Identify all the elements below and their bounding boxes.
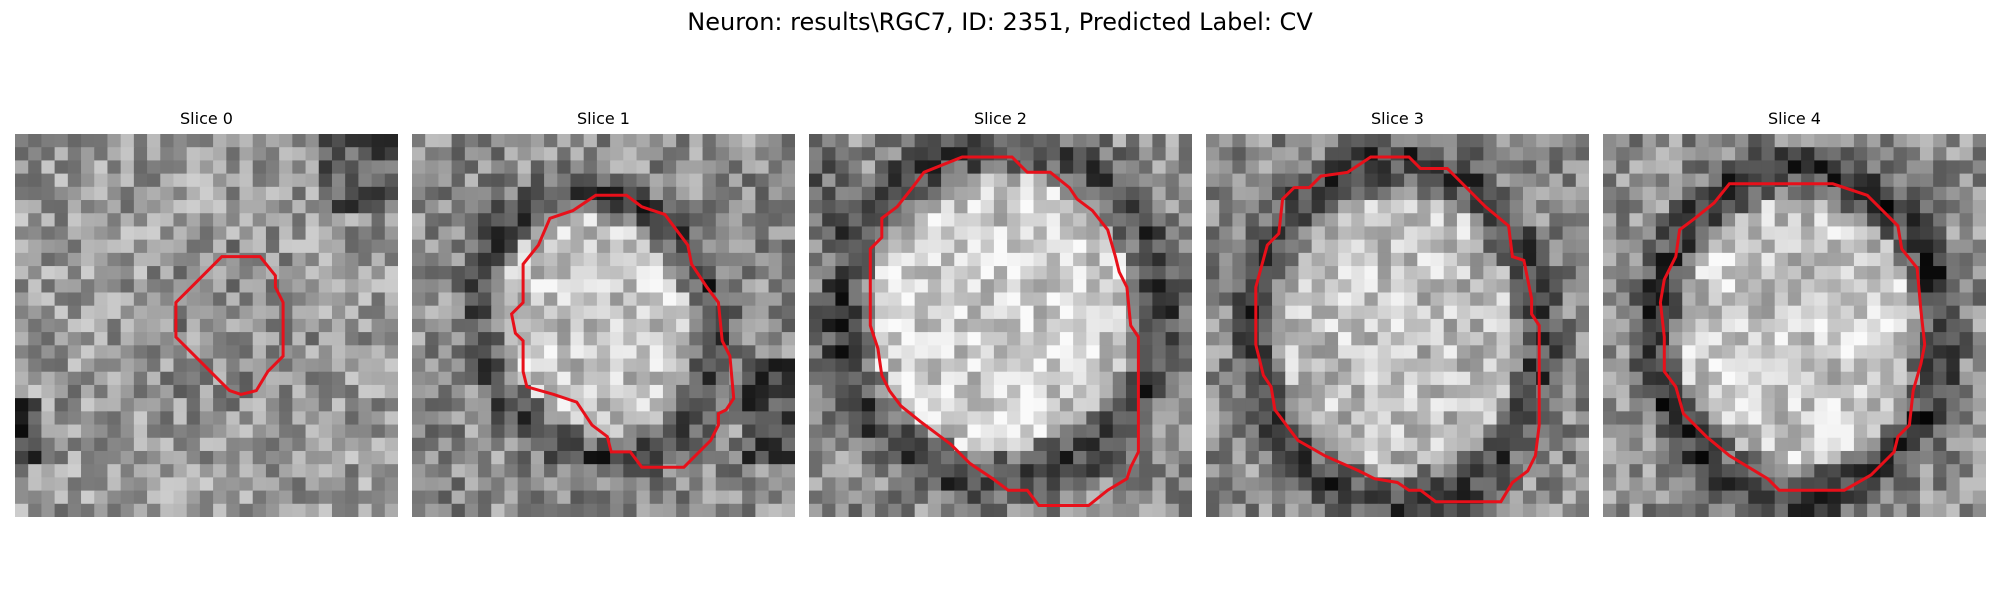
slice-panel-3: Slice 3 — [1206, 108, 1589, 517]
slice-title: Slice 4 — [1768, 109, 1821, 128]
slice-image-svg — [1206, 134, 1589, 517]
slice-panel-2: Slice 2 — [809, 108, 1192, 517]
cell-contour — [509, 193, 736, 469]
pixel-grid — [1603, 134, 1986, 517]
slice-panel-4: Slice 4 — [1603, 108, 1986, 517]
pixel-grid — [809, 134, 1192, 517]
cell-contour — [1254, 155, 1541, 504]
slice-image — [1206, 134, 1589, 517]
pixel-grid — [15, 134, 398, 517]
cell-contour — [174, 255, 285, 396]
slice-title: Slice 2 — [974, 109, 1027, 128]
slice-image — [809, 134, 1192, 517]
slice-title: Slice 3 — [1371, 109, 1424, 128]
slice-panel-1: Slice 1 — [412, 108, 795, 517]
pixel-grid — [1206, 134, 1589, 517]
cell-contour — [868, 155, 1140, 507]
pixel-grid — [412, 134, 795, 517]
slice-image-svg — [15, 134, 398, 517]
slice-panel-0: Slice 0 — [15, 108, 398, 517]
slice-title: Slice 1 — [577, 109, 630, 128]
slice-image-svg — [1603, 134, 1986, 517]
slice-image — [1603, 134, 1986, 517]
cell-contour — [1658, 182, 1927, 492]
slice-image — [412, 134, 795, 517]
slice-image-svg — [809, 134, 1192, 517]
slice-title: Slice 0 — [180, 109, 233, 128]
figure-title: Neuron: results\RGC7, ID: 2351, Predicte… — [687, 8, 1313, 36]
slice-image — [15, 134, 398, 517]
slice-image-svg — [412, 134, 795, 517]
